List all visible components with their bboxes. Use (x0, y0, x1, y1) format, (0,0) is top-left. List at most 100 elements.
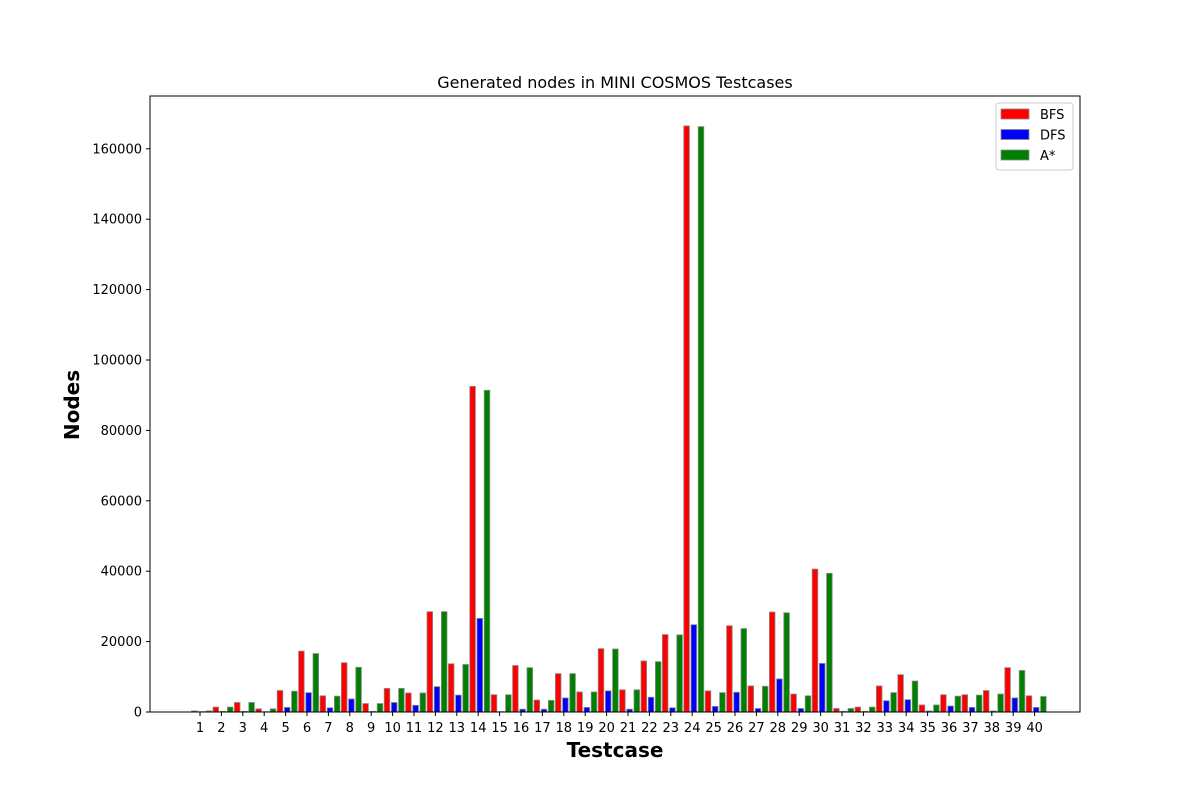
bar-dfs-28 (776, 678, 783, 713)
bar-a-37 (976, 694, 983, 713)
bar-bfs-3 (233, 702, 241, 713)
bar-a-5 (291, 690, 298, 713)
bar-bfs-2 (212, 706, 219, 713)
bar-a-28 (783, 612, 790, 713)
bar-a-19 (590, 691, 598, 713)
bar-bfs-18 (555, 673, 562, 713)
bar-dfs-39 (1011, 697, 1018, 713)
bar-bfs-35 (918, 704, 926, 713)
bar-a-8 (355, 666, 362, 713)
bar-a-22 (655, 661, 662, 713)
bar-bfs-17 (533, 699, 540, 713)
x-tick-label: 31 (834, 721, 851, 736)
bar-bfs-13 (447, 663, 455, 713)
x-tick-label: 38 (984, 721, 1001, 736)
bar-bfs-39 (1004, 667, 1011, 713)
x-tick-label: 24 (684, 721, 701, 736)
x-tick-label: 29 (791, 721, 808, 736)
bar-bfs-10 (383, 688, 391, 713)
bar-a-3 (248, 702, 255, 713)
bar-dfs-33 (883, 700, 890, 713)
bar-bfs-19 (576, 691, 583, 713)
bar-dfs-26 (733, 691, 740, 713)
bar-dfs-11 (412, 704, 419, 713)
bar-bfs-20 (597, 648, 605, 713)
y-tick-label: 0 (134, 706, 142, 721)
x-tick-label: 19 (577, 721, 594, 736)
y-tick-label: 120000 (92, 283, 142, 298)
x-tick-label: 30 (812, 721, 829, 736)
bar-a-36 (954, 695, 961, 713)
bar-a-7 (333, 695, 341, 713)
bar-dfs-13 (455, 694, 462, 713)
bar-bfs-9 (362, 703, 369, 713)
bar-bfs-32 (854, 706, 861, 713)
bar-a-29 (804, 695, 812, 713)
legend-swatch-dfs (1000, 129, 1030, 140)
bar-dfs-22 (647, 696, 655, 713)
bar-bfs-6 (298, 650, 305, 713)
bar-a-26 (740, 628, 747, 713)
bar-dfs-20 (605, 690, 612, 713)
x-tick-label: 5 (281, 721, 289, 736)
bar-a-17 (548, 699, 555, 713)
bar-dfs-14 (476, 617, 483, 713)
bar-dfs-6 (305, 692, 312, 713)
bar-dfs-37 (968, 707, 976, 713)
bar-bfs-33 (876, 685, 883, 713)
x-tick-label: 15 (491, 721, 508, 736)
bar-bfs-14 (469, 385, 476, 713)
y-tick-label: 40000 (101, 565, 142, 580)
x-tick-label: 37 (962, 721, 979, 736)
bar-dfs-30 (819, 663, 826, 713)
y-tick-label: 80000 (101, 424, 142, 439)
bar-bfs-7 (319, 695, 326, 713)
bar-a-14 (483, 389, 491, 713)
bar-dfs-40 (1033, 707, 1040, 713)
bar-a-16 (526, 667, 533, 713)
bar-dfs-18 (562, 697, 569, 713)
x-tick-label: 2 (217, 721, 225, 736)
bar-a-25 (719, 692, 726, 713)
bar-dfs-12 (433, 686, 441, 713)
x-tick-label: 26 (727, 721, 744, 736)
bar-bfs-28 (769, 611, 776, 713)
x-tick-label: 11 (406, 721, 423, 736)
bar-a-13 (462, 664, 469, 713)
legend-label: BFS (1040, 108, 1064, 123)
bar-bfs-38 (983, 690, 990, 713)
x-tick-label: 3 (239, 721, 247, 736)
x-tick-label: 12 (427, 721, 444, 736)
bar-bfs-5 (276, 690, 284, 713)
x-tick-label: 39 (1005, 721, 1022, 736)
y-axis-label: Nodes (60, 370, 84, 440)
bar-a-30 (826, 572, 833, 713)
bar-a-6 (312, 653, 319, 713)
bar-bfs-34 (897, 674, 904, 713)
bar-a-40 (1040, 696, 1047, 713)
bar-bfs-26 (726, 625, 733, 713)
bar-bfs-27 (747, 685, 754, 713)
y-tick-label: 140000 (92, 213, 142, 228)
x-tick-label: 20 (598, 721, 615, 736)
bar-dfs-27 (754, 708, 762, 713)
x-tick-label: 33 (877, 721, 894, 736)
bar-bfs-12 (426, 611, 433, 713)
bar-bfs-25 (704, 690, 712, 713)
bar-bfs-21 (619, 689, 626, 713)
bar-a-27 (762, 685, 769, 713)
legend-swatch-a (1000, 149, 1030, 161)
x-tick-label: 13 (449, 721, 466, 736)
bar-bfs-31 (833, 708, 840, 713)
bar-a-24 (697, 126, 705, 713)
legend-label: A* (1040, 149, 1056, 164)
bar-a-10 (398, 688, 405, 713)
x-tick-label: 14 (470, 721, 487, 736)
bar-bfs-29 (790, 693, 797, 713)
bar-a-31 (847, 708, 854, 713)
bar-a-9 (376, 703, 384, 713)
bar-a-34 (911, 680, 919, 713)
bar-a-20 (612, 648, 619, 713)
bar-dfs-7 (326, 707, 334, 713)
x-tick-label: 36 (941, 721, 958, 736)
